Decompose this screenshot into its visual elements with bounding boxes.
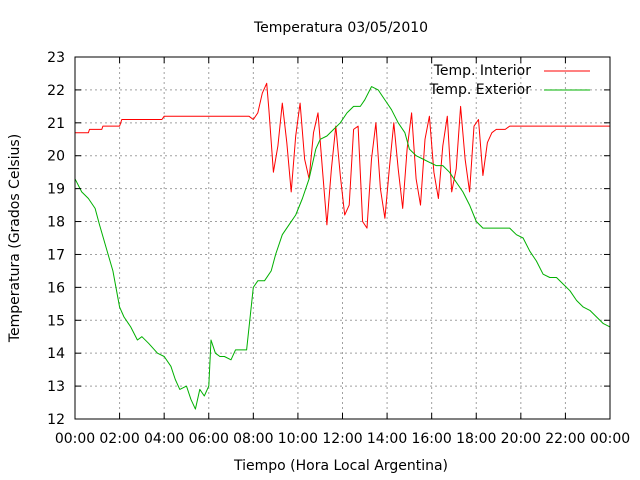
y-tick-label: 18 bbox=[47, 215, 65, 231]
x-tick-label: 10:00 bbox=[278, 431, 318, 447]
y-axis-label: Temperatura (Grados Celsius) bbox=[7, 134, 23, 343]
x-axis-ticks: 00:00 02:00 04:00 06:00 08:00 10:00 12:00 14:00… bbox=[55, 57, 630, 447]
x-tick-label: 06:00 bbox=[189, 431, 229, 447]
y-axis-ticks: 12 13 14 15 16 17 18 19 20 21 22 23 bbox=[47, 50, 610, 428]
y-tick-label: 21 bbox=[47, 116, 65, 132]
x-tick-label: 04:00 bbox=[144, 431, 184, 447]
x-tick-label: 20:00 bbox=[501, 431, 541, 447]
legend: Temp. Interior Temp. Exterior bbox=[429, 63, 590, 98]
x-axis-label: Tiempo (Hora Local Argentina) bbox=[233, 458, 448, 474]
chart-title: Temperatura 03/05/2010 bbox=[253, 20, 428, 36]
x-tick-label: 14:00 bbox=[367, 431, 407, 447]
y-tick-label: 13 bbox=[47, 379, 65, 395]
x-tick-label: 00:00 bbox=[590, 431, 630, 447]
grid bbox=[75, 57, 610, 419]
x-tick-label: 08:00 bbox=[233, 431, 273, 447]
y-tick-label: 20 bbox=[47, 149, 65, 165]
x-tick-label: 22:00 bbox=[545, 431, 585, 447]
y-tick-label: 22 bbox=[47, 83, 65, 99]
series-line-interior bbox=[75, 82, 610, 229]
series-line-exterior bbox=[74, 86, 611, 410]
legend-label-interior: Temp. Interior bbox=[433, 63, 532, 79]
legend-label-exterior: Temp. Exterior bbox=[429, 82, 532, 98]
x-tick-label: 12:00 bbox=[322, 431, 362, 447]
y-tick-label: 16 bbox=[47, 280, 65, 296]
y-tick-label: 12 bbox=[47, 412, 65, 428]
x-tick-label: 00:00 bbox=[55, 431, 95, 447]
y-tick-label: 15 bbox=[47, 313, 65, 329]
y-tick-label: 14 bbox=[47, 346, 65, 362]
x-tick-label: 16:00 bbox=[411, 431, 451, 447]
plot-series bbox=[74, 82, 611, 410]
y-tick-label: 17 bbox=[47, 247, 65, 263]
x-tick-label: 02:00 bbox=[99, 431, 139, 447]
y-tick-label: 23 bbox=[47, 50, 65, 66]
y-tick-label: 19 bbox=[47, 182, 65, 198]
x-tick-label: 18:00 bbox=[456, 431, 496, 447]
